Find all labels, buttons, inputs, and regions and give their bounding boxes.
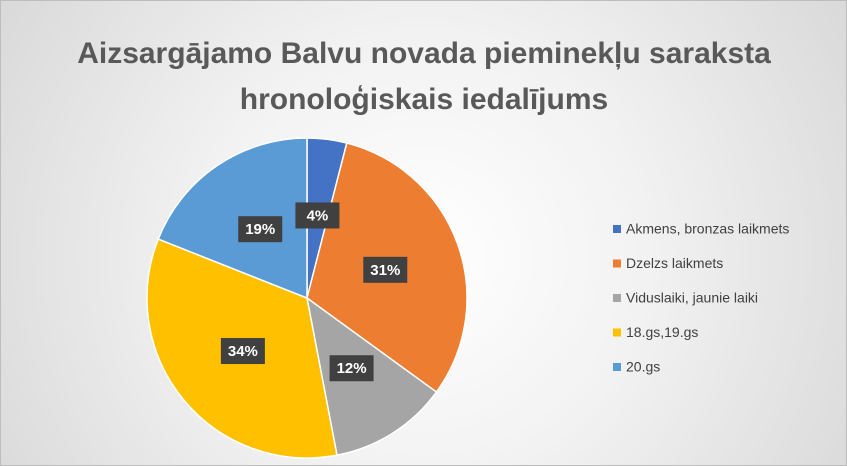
legend-label: 18.gs,19.gs [626,324,698,340]
legend-label: 20.gs [626,359,660,375]
data-label-box [363,256,408,283]
legend-label: Akmens, bronzas laikmets [626,221,789,237]
data-label-box [295,202,340,229]
data-label: 4% [307,207,329,224]
legend-swatch [613,259,621,268]
chart-title: Aizsargājamo Balvu novada pieminekļu sar… [77,37,771,116]
pie-slice [157,137,308,300]
legend-swatch [613,363,621,371]
data-label: 34% [228,343,258,360]
data-label-box [220,338,265,365]
data-label-box [238,216,283,243]
legend-label: Viduslaiki, jaunie laiki [626,290,758,306]
legend-swatch [613,328,621,337]
data-label: 19% [245,221,275,238]
legend-swatch [613,225,621,233]
data-label: 31% [370,262,400,279]
legend-label: Dzelzs laikmets [626,255,723,271]
legend-swatch [613,294,621,302]
data-label-box [329,355,374,382]
data-label: 12% [337,360,367,377]
